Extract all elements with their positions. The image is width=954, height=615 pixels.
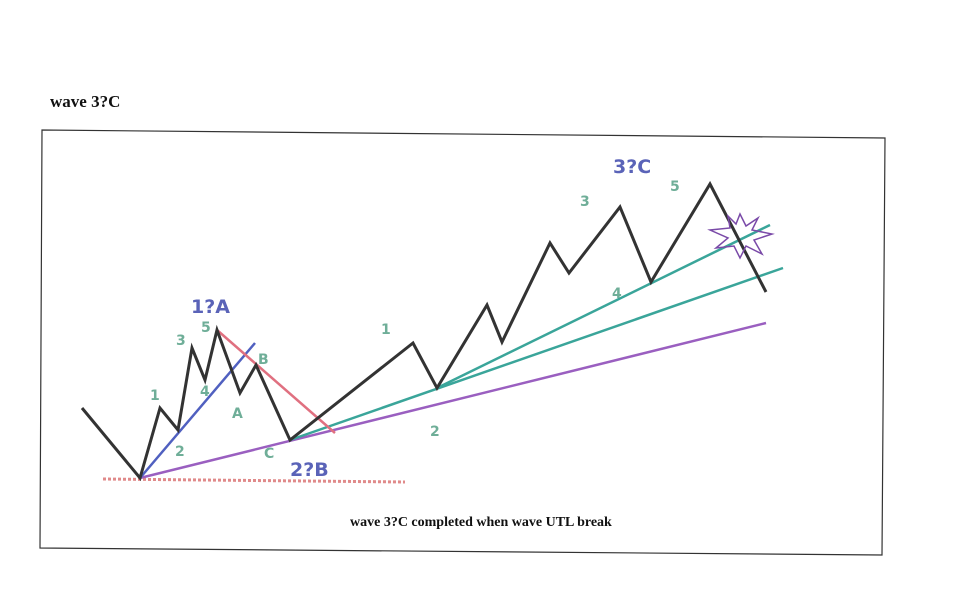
- break-burst: [707, 212, 775, 260]
- wave-label: A: [232, 406, 243, 422]
- caption: wave 3?C completed when wave UTL break: [350, 515, 612, 530]
- wave-label: 3: [580, 194, 590, 210]
- degree-label: 3?C: [613, 156, 651, 178]
- wave-label: 3: [176, 333, 186, 349]
- wave-label: 1: [150, 388, 160, 404]
- trend-line: [289, 266, 784, 442]
- trend-line: [436, 223, 771, 390]
- frame: [39, 129, 886, 556]
- title: wave 3?C: [50, 92, 120, 111]
- wave-label: B: [258, 352, 269, 368]
- wave-label: 2: [430, 424, 440, 440]
- degree-label: 1?A: [191, 296, 230, 318]
- degree-label: 2?B: [290, 459, 329, 481]
- wave-label: 5: [201, 320, 211, 336]
- wave-label: 5: [670, 179, 680, 195]
- wave-label: 4: [200, 384, 210, 400]
- price-path: [80, 180, 768, 482]
- trend-line: [139, 342, 256, 479]
- trend-line: [216, 329, 336, 434]
- trend-line: [139, 321, 767, 480]
- wave-label: 1: [381, 322, 391, 338]
- support-line: [102, 477, 406, 484]
- wave-label: 4: [612, 286, 622, 302]
- wave-label: 2: [175, 444, 185, 460]
- wave-label: C: [264, 446, 274, 462]
